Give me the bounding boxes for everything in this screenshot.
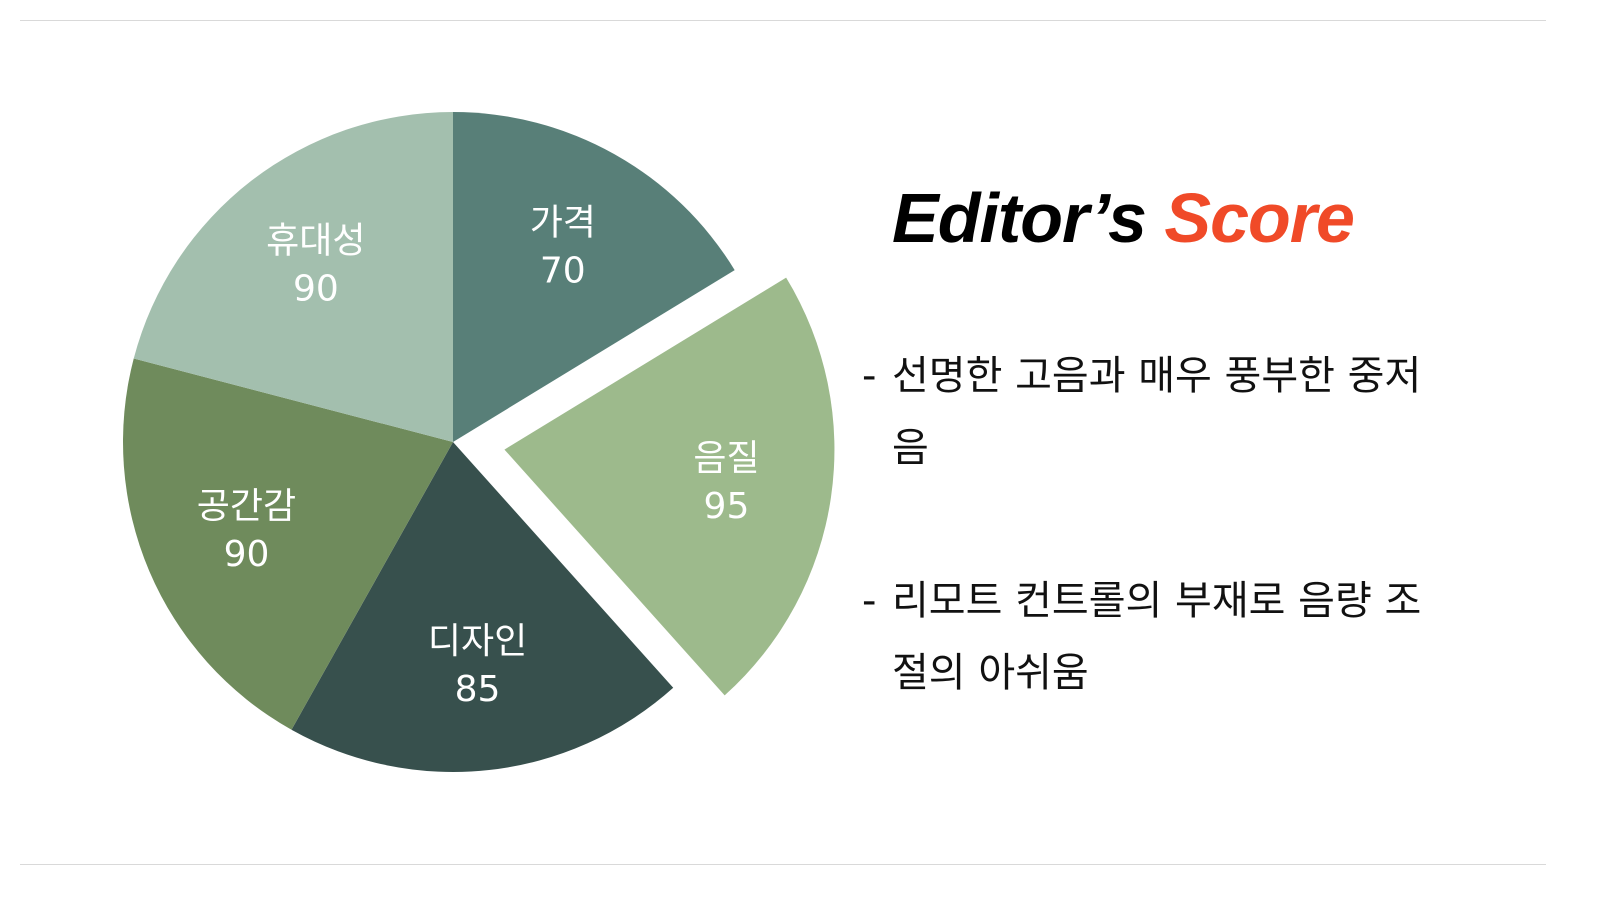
- pie-label-value: 90: [293, 268, 339, 309]
- pie-slice-4: [122, 358, 453, 730]
- pie-label-category: 디자인: [428, 621, 527, 662]
- pie-slice-3: [291, 442, 674, 772]
- top-rule: [20, 20, 1546, 21]
- title-score: Score: [1164, 179, 1355, 257]
- pie-slice-2: [504, 277, 835, 696]
- pie-slice-1: [453, 112, 735, 442]
- pie-label-category: 휴대성: [266, 220, 365, 261]
- pie-label-category: 공간감: [197, 486, 296, 527]
- pie-chart: 가격 70 음질 95 디자인 85 공간감 90 휴대성 90: [122, 111, 835, 772]
- chart-title: Editor’s Score: [892, 178, 1355, 258]
- pie-label-category: 가격: [530, 202, 596, 243]
- note-1: - 선명한 고음과 매우 풍부한 중저음: [862, 340, 1442, 484]
- pie-slice-5: [133, 111, 453, 442]
- note-text: 리모트 컨트롤의 부재로 음량 조절의 아쉬움: [892, 578, 1422, 696]
- note-dash: -: [862, 578, 877, 624]
- bottom-rule: [20, 864, 1546, 865]
- note-2: - 리모트 컨트롤의 부재로 음량 조절의 아쉬움: [862, 565, 1442, 709]
- title-editors: Editor’s: [892, 179, 1147, 257]
- pie-label-category: 음질: [693, 438, 759, 479]
- pie-label-value: 85: [455, 669, 501, 710]
- pie-label-value: 70: [540, 250, 586, 291]
- pie-label-value: 95: [704, 486, 750, 527]
- note-text: 선명한 고음과 매우 풍부한 중저음: [892, 353, 1422, 471]
- pie-label-value: 90: [224, 534, 270, 575]
- note-dash: -: [862, 353, 877, 399]
